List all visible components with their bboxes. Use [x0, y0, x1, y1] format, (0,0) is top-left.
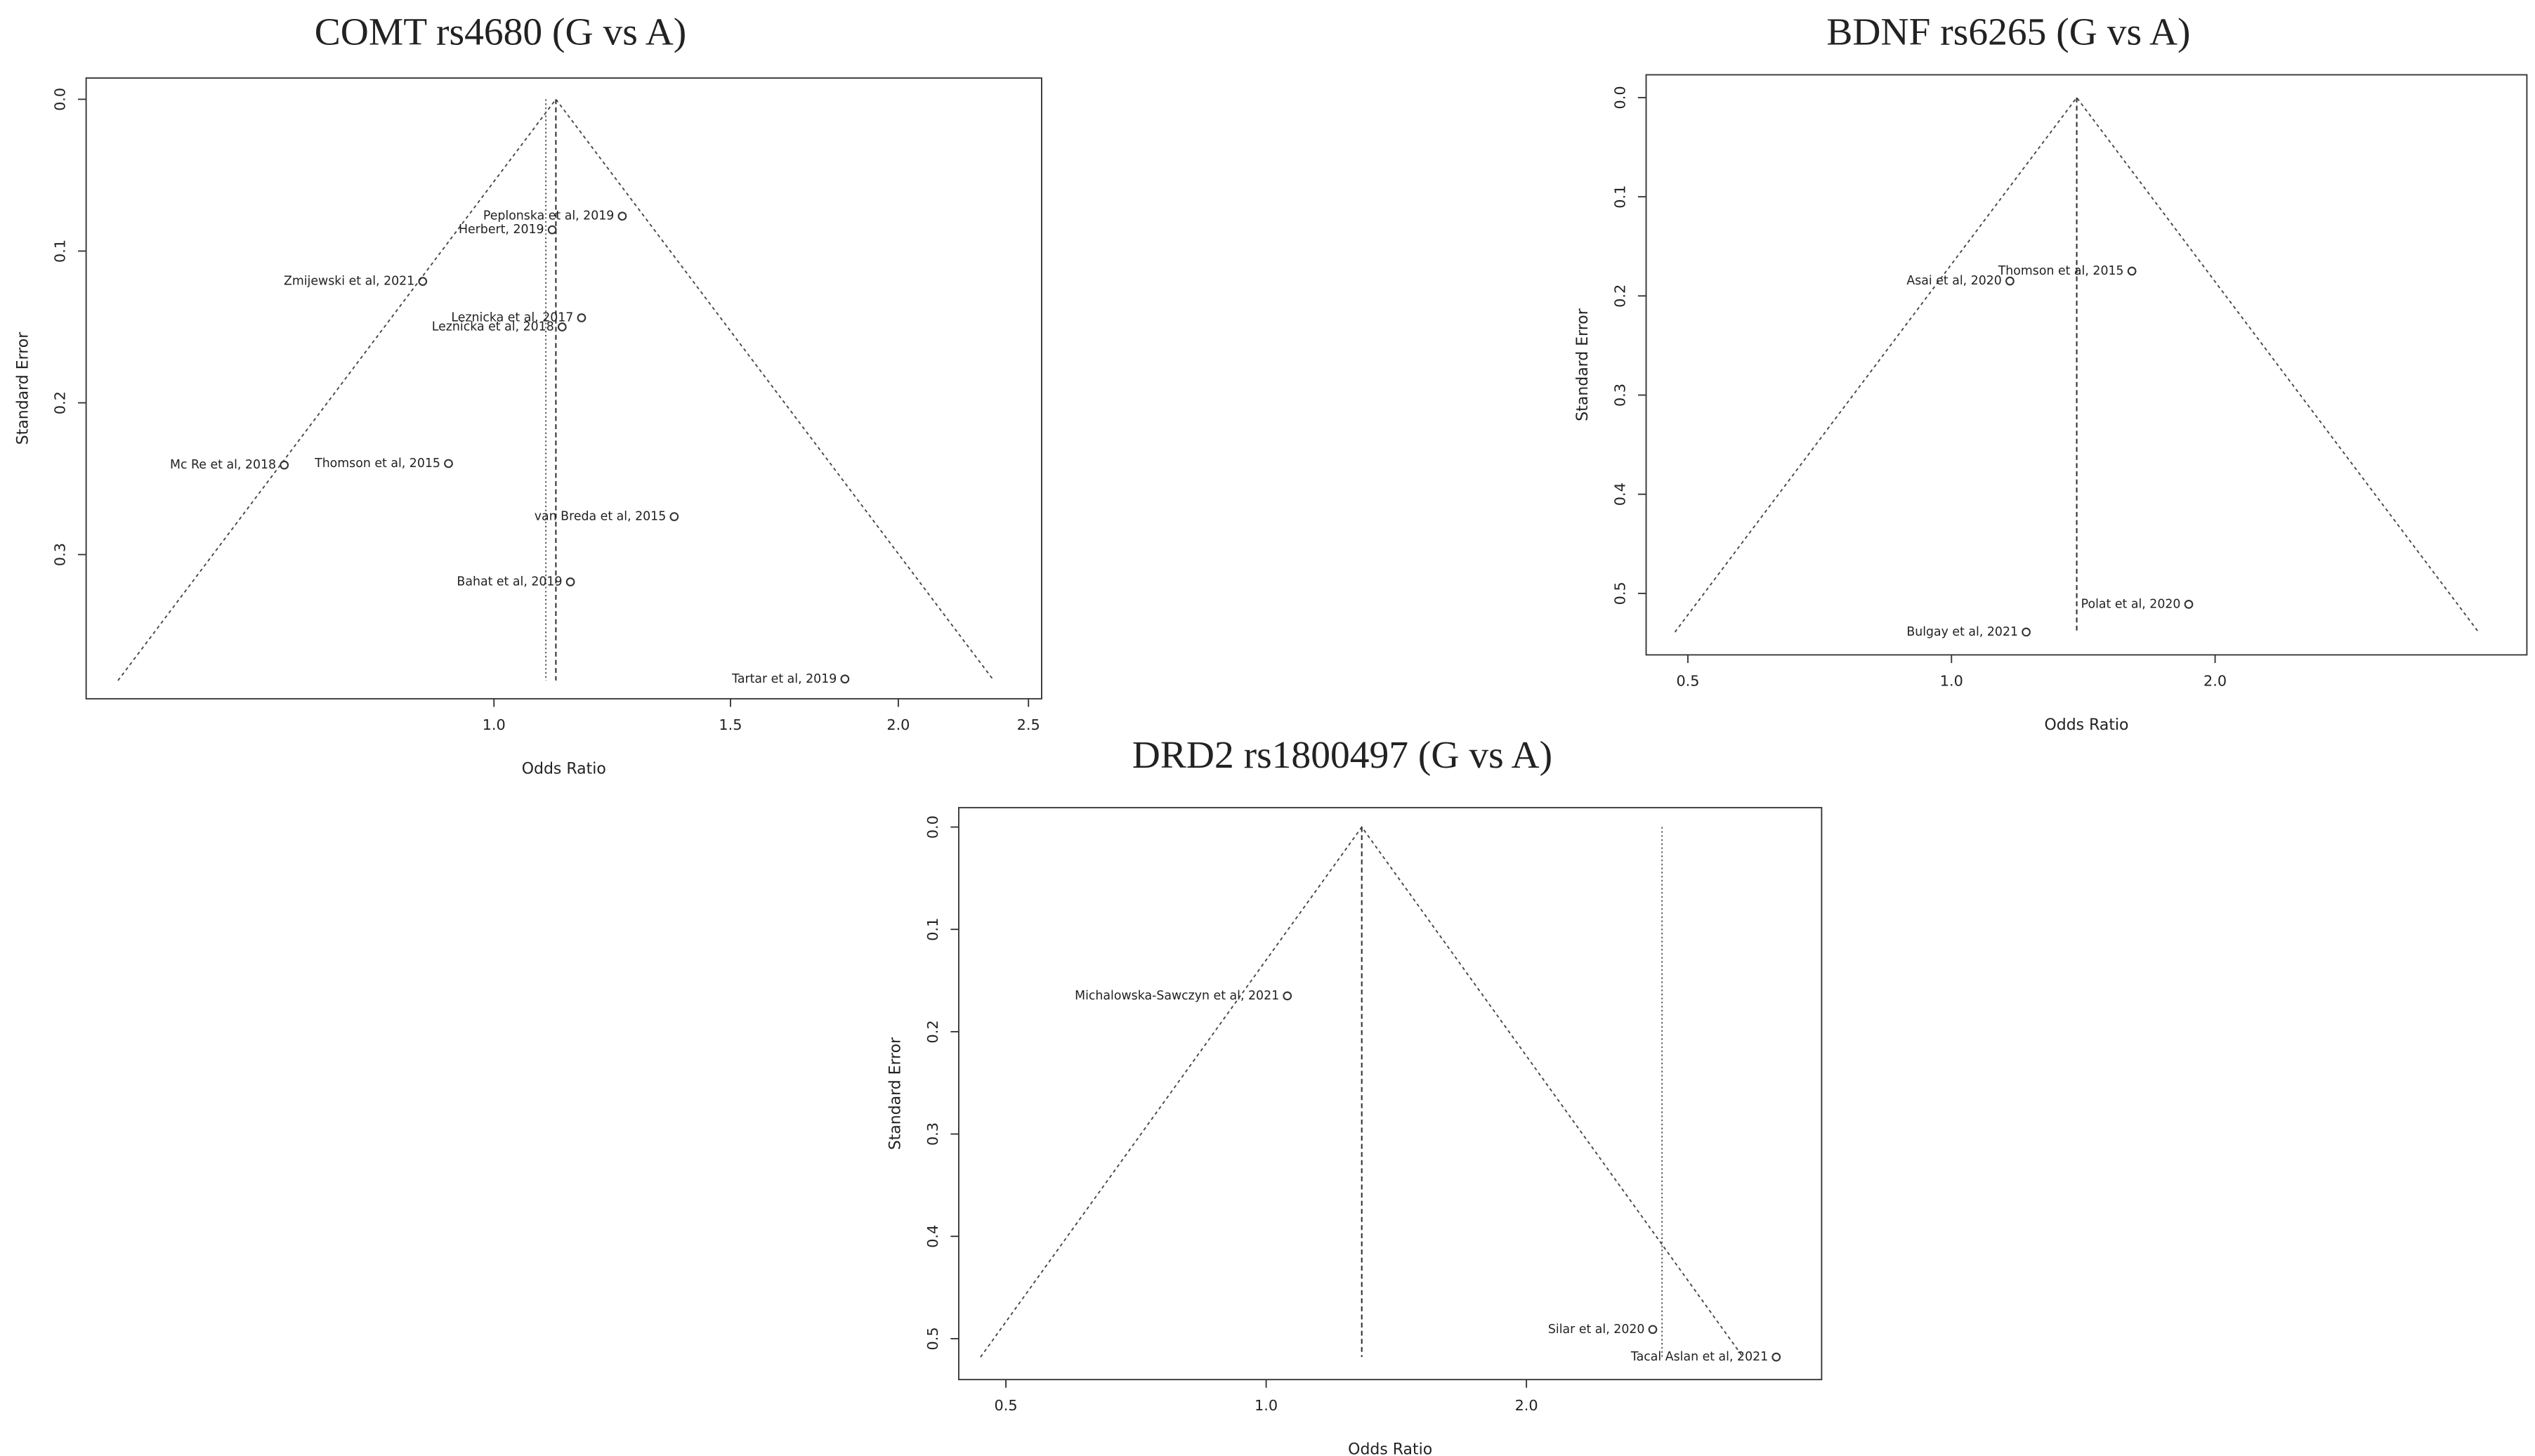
- x-tick-label: 1.5: [719, 716, 742, 733]
- plot-frame: [1645, 74, 2528, 656]
- y-axis-label: Standard Error: [14, 332, 32, 445]
- study-point: [669, 512, 679, 521]
- y-tick-label: 0.1: [52, 240, 69, 263]
- y-tick-label: 0.0: [1611, 86, 1628, 109]
- plot-frame: [85, 77, 1042, 700]
- study-label: Tartar et al, 2019: [731, 672, 837, 686]
- study-point: [2005, 276, 2015, 286]
- y-tick-label: 0.2: [52, 391, 69, 414]
- plot: COMT rs4680 (G vs A) 1.0 1.5 2.0 2.5 0.0 0.1 0.…: [14, 11, 1042, 778]
- y-tick-label: 0.3: [1611, 383, 1628, 407]
- x-tick-label: 2.5: [1017, 716, 1040, 733]
- y-tick-label: 0.3: [924, 1122, 941, 1146]
- study-label: Mc Re et al, 2018: [170, 458, 276, 472]
- study-point: [2127, 266, 2137, 276]
- x-axis-label: Odds Ratio: [1348, 1441, 1432, 1456]
- y-tick-label: 0.4: [924, 1225, 941, 1248]
- plot: DRD2 rs1800497 (G vs A) 0.5 1.0 2.0 0.0 0.1 0.…: [887, 734, 1823, 1456]
- y-tick-label: 0.1: [1611, 185, 1628, 209]
- study-label: Herbert, 2019: [459, 223, 544, 237]
- funnel: [1674, 96, 2480, 633]
- plot: BDNF rs6265 (G vs A) 0.5 1.0 2.0 0.0 0.1 0.2 0.…: [1574, 11, 2528, 734]
- study-point: [418, 277, 428, 287]
- study-label: Asai et al, 2020: [1906, 274, 2001, 288]
- study-point: [2022, 627, 2031, 637]
- study-label: Bulgay et al, 2021: [1906, 625, 2018, 639]
- chart-title: BDNF rs6265 (G vs A): [1826, 11, 2190, 54]
- study-point: [565, 577, 575, 586]
- chart-title: DRD2 rs1800497 (G vs A): [1132, 734, 1552, 777]
- study-label: Tacal Aslan et al, 2021: [1630, 1350, 1768, 1364]
- chart-title: COMT rs4680 (G vs A): [315, 11, 687, 54]
- y-tick-label: 0.5: [1611, 582, 1628, 605]
- study-point: [617, 211, 627, 221]
- x-tick-label: 2.0: [1515, 1397, 1538, 1414]
- study-label: Leznicka et al, 2018: [432, 320, 554, 334]
- x-axis-label: Odds Ratio: [522, 760, 606, 778]
- study-label: van Breda et al, 2015: [535, 510, 666, 524]
- study-label: Silar et al, 2020: [1548, 1323, 1645, 1337]
- x-tick-label: 2.0: [886, 716, 910, 733]
- x-tick-label: 0.5: [1676, 672, 1699, 689]
- study-point: [280, 460, 289, 470]
- y-tick-label: 0.3: [52, 543, 69, 566]
- x-tick-label: 0.5: [995, 1397, 1018, 1414]
- x-axis-label: Odds Ratio: [2044, 716, 2128, 734]
- study-point: [1648, 1325, 1658, 1334]
- study-label: Polat et al, 2020: [2081, 597, 2181, 611]
- x-tick-label: 2.0: [2203, 672, 2227, 689]
- y-tick-label: 0.1: [924, 918, 941, 941]
- study-point: [577, 313, 587, 322]
- study-point: [444, 459, 453, 468]
- y-axis-label: Standard Error: [1574, 308, 1592, 421]
- x-tick-label: 1.0: [483, 716, 506, 733]
- y-tick-label: 0.2: [1611, 284, 1628, 308]
- y-tick-label: 0.4: [1611, 483, 1628, 506]
- y-tick-label: 0.2: [924, 1020, 941, 1043]
- x-tick-label: 1.0: [1940, 672, 1963, 689]
- study-point: [1771, 1352, 1781, 1362]
- study-label: Michalowska-Sawczyn et al, 2021: [1075, 989, 1279, 1003]
- study-label: Bahat et al, 2019: [457, 575, 562, 589]
- study-label: Zmijewski et al, 2021: [284, 275, 414, 289]
- study-point: [547, 225, 557, 235]
- x-tick-label: 1.0: [1255, 1397, 1278, 1414]
- study-label: Leznicka et al, 2017: [451, 311, 573, 325]
- study-label: Thomson et al, 2015: [1998, 264, 2124, 278]
- y-tick-label: 0.0: [52, 88, 69, 111]
- study-label: Thomson et al, 2015: [314, 457, 440, 471]
- study-point: [557, 322, 567, 332]
- plot-frame: [958, 806, 1823, 1381]
- y-tick-label: 0.0: [924, 815, 941, 839]
- study-point: [2184, 600, 2194, 609]
- funnel: [117, 98, 995, 681]
- y-tick-label: 0.5: [924, 1327, 941, 1350]
- study-point: [1283, 991, 1292, 1001]
- y-axis-label: Standard Error: [887, 1037, 905, 1150]
- study-point: [840, 674, 850, 684]
- study-label: Peplonska et al, 2019: [483, 209, 614, 223]
